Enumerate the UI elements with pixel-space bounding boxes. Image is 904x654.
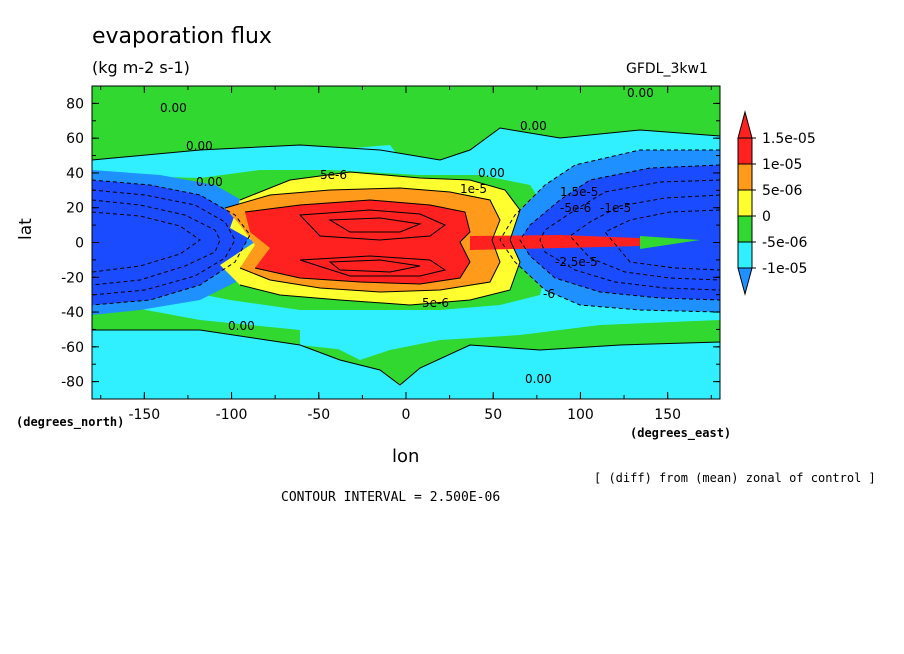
colorbar-segment: [737, 189, 753, 217]
colorbar-label: 0: [762, 209, 771, 225]
field-green-north: [92, 86, 720, 160]
y-tick-label: -60: [61, 340, 84, 356]
contour-interval: CONTOUR INTERVAL = 2.500E-06: [281, 490, 501, 505]
contour-line: [328, 217, 422, 233]
model-label: GFDL_3kw1: [626, 61, 708, 77]
y-tick-label: 20: [66, 201, 84, 217]
colorbar: 1.5e-05 1e-05 5e-06 0 -5e-06 -1e-05: [737, 110, 816, 296]
y-tick-label: -80: [61, 375, 84, 391]
dashed-contour-line: [604, 209, 720, 271]
y-tick-label: -20: [61, 270, 84, 286]
dashed-contours: [92, 149, 720, 313]
contour-label: 5e-6: [320, 168, 347, 182]
field-darkblue-west: [92, 180, 250, 305]
y-axis: 80 60 40 20 0 -20 -40 -60 -80: [61, 85, 720, 400]
colorbar-segment: [737, 215, 753, 243]
contour-label: -2.5e-5: [555, 255, 598, 269]
dashed-contour-line: [92, 189, 236, 296]
dashed-contour-line: [539, 179, 720, 291]
contour-label: -1e-5: [600, 201, 631, 215]
x-tick-label: 100: [567, 407, 594, 423]
contour-line: [298, 209, 446, 241]
y-tick-label: 0: [75, 236, 84, 252]
x-axis-note-left: (degrees_north): [16, 415, 125, 429]
x-axis-label: lon: [392, 446, 420, 467]
contour-line: [224, 187, 501, 293]
colorbar-segment: [737, 137, 753, 165]
contour-line: [328, 259, 421, 273]
x-tick-label: -100: [216, 407, 248, 423]
contour-label: 0.00: [186, 139, 213, 153]
contour-label: 0.00: [196, 175, 223, 189]
contour-line: [299, 255, 447, 277]
x-tick-label: 0: [402, 407, 411, 423]
contour-label: 0.00: [160, 101, 187, 115]
x-tick-label: 50: [484, 407, 502, 423]
dashed-contour-line: [92, 179, 251, 306]
contour-label: -5e-6: [560, 201, 591, 215]
colorbar-segment: [737, 163, 753, 191]
contour-label-group: 0.00 0.00 0.00 0.00 0.00 0.00 0.00 0.00 …: [160, 86, 654, 386]
dashed-contour-line: [92, 211, 201, 273]
field-darkblue-east: [520, 165, 720, 300]
contour-label: 0.00: [627, 86, 654, 100]
contour-label: 5e-6: [422, 296, 449, 310]
colorbar-arrow-bottom: [737, 267, 753, 296]
field-cyan-south-patch: [300, 330, 350, 350]
field-green-south: [92, 300, 720, 385]
dashed-contour-line: [519, 164, 720, 301]
contour-label: 1.5e-5: [560, 185, 598, 199]
contour-line: [92, 329, 720, 386]
colorbar-segment: [737, 241, 753, 269]
field-red: [245, 200, 470, 284]
x-axis-note-right: (degrees_east): [630, 426, 732, 440]
contour-lines: [92, 127, 720, 386]
y-tick-label: 60: [66, 131, 84, 147]
dashed-contour-line: [92, 199, 221, 286]
colorbar-arrow-top: [737, 110, 753, 139]
diff-note: [ (diff) from (mean) zonal of control ]: [594, 471, 876, 485]
y-tick-label: 80: [66, 96, 84, 112]
x-tick-label: -150: [128, 407, 160, 423]
contour-label: 0.00: [520, 119, 547, 133]
x-axis: -150 -100 -50 0 50 100 150: [100, 86, 712, 423]
contour-line: [244, 199, 471, 285]
x-tick-label: -50: [307, 407, 330, 423]
colorbar-label: 1e-05: [762, 157, 802, 173]
y-tick-label: -40: [61, 305, 84, 321]
field-tongue-east-green: [640, 236, 700, 249]
contour-line: [92, 127, 720, 161]
dashed-contour-line: [569, 194, 720, 281]
contour-label: 0.00: [478, 166, 505, 180]
contour-label: 0.00: [228, 319, 255, 333]
contour-label: 1e-5: [460, 182, 487, 196]
contour-label: -6: [543, 287, 555, 301]
dashed-contour-line: [499, 149, 720, 313]
field-tongue-east: [470, 235, 680, 250]
y-tick-label: 40: [66, 166, 84, 182]
colorbar-label: 1.5e-05: [762, 131, 816, 147]
colorbar-label: -5e-06: [762, 235, 808, 251]
x-tick-label: 150: [654, 407, 681, 423]
chart-units: (kg m-2 s-1): [92, 58, 190, 77]
colorbar-label: 5e-06: [762, 183, 802, 199]
contour-line: [239, 171, 521, 306]
contour-label: 0.00: [525, 372, 552, 386]
chart-title: evaporation flux: [92, 24, 272, 49]
colorbar-label: -1e-05: [762, 261, 807, 277]
filled-field: [92, 86, 720, 399]
